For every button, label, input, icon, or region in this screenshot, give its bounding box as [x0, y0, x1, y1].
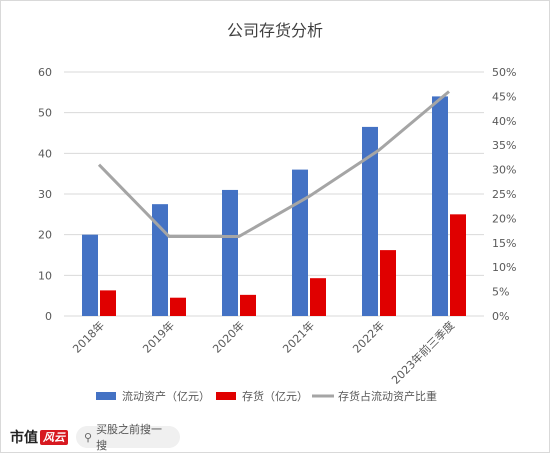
inventory-bar	[240, 294, 256, 316]
chart-title: 公司存货分析	[227, 21, 323, 40]
y-tick-label: 30	[38, 188, 52, 201]
x-tick-label: 2020年	[210, 318, 247, 355]
y2-tick-label: 5%	[492, 286, 509, 299]
y2-tick-label: 0%	[492, 310, 509, 323]
brand-mark: 风云	[40, 429, 68, 445]
legend-swatch	[96, 392, 116, 400]
grid-lines	[64, 71, 484, 317]
legend-label: 存货（亿元）	[242, 389, 308, 403]
y2-tick-label: 45%	[492, 90, 516, 103]
x-axis: 2018年 2019年 2020年 2021年 2022年 2023年前三季度	[70, 318, 457, 387]
y-tick-label: 60	[38, 66, 52, 79]
search-icon: ⚲	[84, 430, 93, 444]
inventory-bar	[100, 290, 116, 316]
y-tick-label: 40	[38, 147, 52, 160]
y2-tick-label: 40%	[492, 115, 516, 128]
search-placeholder: 买股之前搜一搜	[96, 423, 163, 452]
y2-tick-label: 35%	[492, 139, 516, 152]
y-axis-left: 0 10 20 30 40 50 60	[38, 66, 52, 323]
y-tick-label: 0	[45, 310, 52, 323]
assets-bar	[82, 234, 98, 316]
ratio-line	[97, 90, 450, 238]
y2-tick-label: 10%	[492, 261, 516, 274]
search-box[interactable]: ⚲ 买股之前搜一搜	[76, 423, 180, 452]
footer-bar: 市值 风云 ⚲ 买股之前搜一搜	[0, 421, 550, 453]
x-tick-label: 2023年前三季度	[389, 318, 458, 387]
x-tick-label: 2021年	[280, 318, 317, 355]
inventory-bar	[310, 278, 326, 316]
y-axis-right: 0% 5% 10% 15% 20% 25% 30% 35% 40% 45% 50%	[492, 66, 516, 323]
brand-logo: 市值 风云	[10, 427, 68, 447]
y2-tick-label: 15%	[492, 237, 516, 250]
assets-bar	[432, 96, 448, 317]
assets-bar	[222, 189, 238, 316]
legend-label: 流动资产（亿元）	[122, 389, 210, 403]
x-tick-label: 2018年	[70, 318, 107, 355]
y2-tick-label: 20%	[492, 212, 516, 225]
y2-tick-label: 30%	[492, 164, 516, 177]
x-tick-label: 2022年	[350, 318, 387, 355]
y-tick-label: 10	[38, 269, 52, 282]
brand-text: 市值	[10, 430, 38, 446]
legend-swatch	[216, 392, 236, 400]
chart-canvas: 公司存货分析 0 10 20 30 40 50 60 0% 5% 10% 15% 20% 25% 30%…	[38, 21, 516, 403]
y-tick-label: 20	[38, 229, 52, 242]
y-tick-label: 50	[38, 107, 52, 120]
legend-label: 存货占流动资产比重	[338, 389, 437, 403]
x-tick-label: 2019年	[140, 318, 177, 355]
inventory-bar	[450, 214, 466, 316]
inventory-bar	[170, 297, 186, 316]
ratio-line-path	[97, 90, 450, 238]
y2-tick-label: 50%	[492, 66, 516, 79]
assets-bar	[362, 126, 378, 317]
assets-bar	[292, 169, 308, 316]
legend: 流动资产（亿元） 存货（亿元） 存货占流动资产比重	[96, 389, 437, 403]
inventory-bar	[380, 250, 396, 316]
y2-tick-label: 25%	[492, 188, 516, 201]
